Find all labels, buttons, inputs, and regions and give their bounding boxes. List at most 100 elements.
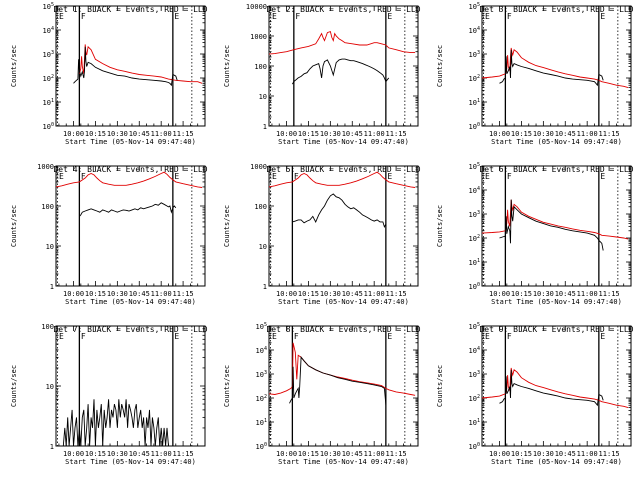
panel-title: Det 1: BLACK = Events, RED = LLD: [53, 5, 207, 14]
x-tick-label: 11:00: [577, 290, 598, 298]
y-tick-label: 102: [43, 74, 54, 83]
marker-label: E: [59, 12, 64, 21]
y-tick-label: 10: [46, 383, 54, 391]
plot-frame: [55, 5, 206, 127]
y-axis-label: Counts/sec: [10, 365, 18, 407]
x-tick-label: 10:30: [107, 290, 128, 298]
marker-label: E: [485, 12, 490, 21]
plot-frame: [55, 165, 206, 287]
y-tick-label: 100: [254, 63, 267, 71]
marker-label: E: [600, 332, 605, 341]
panel-title: Det 3: BLACK = Events, RED = LLD: [479, 5, 633, 14]
y-tick-label: 101: [469, 418, 480, 427]
y-tick-label: 102: [256, 394, 267, 403]
y-tick-label: 1000: [250, 33, 267, 41]
y-tick-label: 102: [469, 74, 480, 83]
y-tick-label: 1: [50, 283, 54, 291]
x-tick-label: 10:00: [276, 290, 297, 298]
y-tick-label: 103: [43, 50, 54, 59]
detector-panel-1: Det 1: BLACK = Events, RED = LLD Counts/s…: [10, 2, 208, 146]
marker-label: E: [272, 172, 277, 181]
panel-title: Det 5: BLACK = Events, RED = LLD: [266, 165, 420, 174]
series-events-line: [292, 193, 387, 229]
series-lld-line: [268, 342, 416, 396]
panel-title: Det 9: BLACK = Events, RED = LLD: [479, 325, 633, 334]
x-tick-label: 11:00: [151, 290, 172, 298]
y-tick-label: 104: [469, 186, 480, 195]
panel-title: Det 7: BLACK = Events, RED = LLD: [53, 325, 207, 334]
x-tick-label: 10:30: [107, 450, 128, 458]
marker-label: F: [507, 172, 512, 181]
panel-title: Det 8: BLACK = Events, RED = LLD: [266, 325, 420, 334]
x-axis-label: Start Time (05-Nov-14 09:47:40): [491, 138, 622, 146]
x-tick-label: 11:00: [151, 450, 172, 458]
marker-label: F: [294, 332, 299, 341]
x-tick-label: 11:15: [599, 450, 620, 458]
x-tick-label: 10:45: [555, 130, 576, 138]
detector-panel-5: Det 5: BLACK = Events, RED = LLD Counts/s…: [223, 163, 421, 306]
x-tick-label: 10:30: [320, 450, 341, 458]
x-tick-label: 11:00: [364, 130, 385, 138]
y-axis-label: Counts/sec: [223, 365, 231, 407]
marker-label: E: [387, 172, 392, 181]
x-axis-label: Start Time (05-Nov-14 09:47:40): [278, 458, 409, 466]
x-tick-label: 10:30: [533, 450, 554, 458]
x-tick-label: 10:15: [85, 130, 106, 138]
marker-label: E: [485, 332, 490, 341]
series-lld-line: [55, 171, 203, 188]
marker-label: E: [387, 332, 392, 341]
plot-frame: [481, 325, 632, 447]
x-tick-label: 10:30: [107, 130, 128, 138]
x-axis-label: Start Time (05-Nov-14 09:47:40): [491, 298, 622, 306]
marker-label: F: [295, 12, 300, 21]
marker-label: E: [174, 332, 179, 341]
x-axis-label: Start Time (05-Nov-14 09:47:40): [65, 138, 196, 146]
plot-frame: [481, 165, 632, 287]
marker-label: F: [507, 332, 512, 341]
y-tick-label: 1: [263, 123, 267, 131]
y-tick-label: 101: [256, 418, 267, 427]
x-tick-label: 10:15: [298, 290, 319, 298]
x-tick-label: 10:15: [298, 450, 319, 458]
y-tick-label: 10: [259, 243, 267, 251]
y-tick-label: 10: [46, 243, 54, 251]
y-axis-label: Counts/sec: [436, 205, 444, 247]
panel-title: Det 2: BLACK = Events, RED = LLD: [266, 5, 420, 14]
y-tick-label: 103: [256, 370, 267, 379]
series-lld-line: [481, 367, 629, 409]
x-tick-label: 10:30: [320, 290, 341, 298]
plot-frame: [55, 325, 206, 447]
series-events-line: [62, 399, 170, 447]
x-tick-label: 10:45: [129, 450, 150, 458]
x-axis-label: Start Time (05-Nov-14 09:47:40): [65, 298, 196, 306]
x-tick-label: 11:15: [386, 290, 407, 298]
panel-title: Det 6: BLACK = Events, RED = LLD: [479, 165, 633, 174]
y-tick-label: 1000: [250, 163, 267, 171]
detector-panel-7: Det 7: BLACK = Events, RED = LLD Counts/s…: [10, 323, 208, 466]
detector-panel-8: Det 8: BLACK = Events, RED = LLD Counts/s…: [223, 322, 421, 466]
y-axis-label: Counts/sec: [436, 365, 444, 407]
x-tick-label: 10:30: [533, 130, 554, 138]
marker-label: E: [272, 12, 277, 21]
y-tick-label: 1000: [37, 163, 54, 171]
y-tick-label: 103: [469, 210, 480, 219]
marker-label: E: [272, 332, 277, 341]
y-tick-label: 105: [256, 322, 267, 331]
y-tick-label: 104: [469, 346, 480, 355]
y-tick-label: 100: [469, 282, 480, 291]
y-tick-label: 100: [41, 203, 54, 211]
x-tick-label: 11:15: [599, 290, 620, 298]
marker-label: F: [81, 12, 86, 21]
y-tick-label: 101: [43, 98, 54, 107]
detector-panel-9: Det 9: BLACK = Events, RED = LLD Counts/s…: [436, 322, 634, 466]
x-tick-label: 10:15: [85, 290, 106, 298]
marker-label: F: [81, 332, 86, 341]
series-events-line: [499, 199, 604, 251]
x-tick-label: 11:00: [364, 290, 385, 298]
marker-label: F: [507, 12, 512, 21]
x-axis-label: Start Time (05-Nov-14 09:47:40): [65, 458, 196, 466]
marker-label: E: [174, 172, 179, 181]
panel-title: Det 4: BLACK = Events, RED = LLD: [53, 165, 207, 174]
series-lld-line: [78, 44, 203, 84]
